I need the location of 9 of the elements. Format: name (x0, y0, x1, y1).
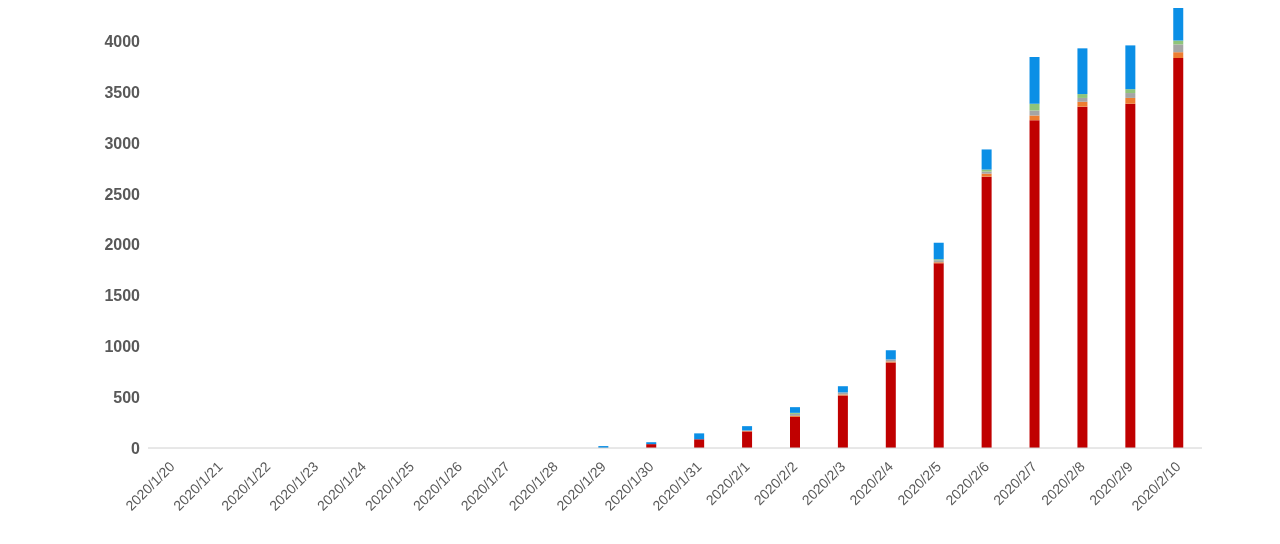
y-tick-label: 3500 (104, 84, 141, 102)
y-tick-label: 2500 (104, 185, 141, 203)
y-tick-label: 2000 (104, 236, 141, 254)
y-tick-label: 1500 (104, 287, 141, 305)
y-tick-label: 4000 (104, 33, 141, 51)
y-tick-label: 0 (131, 439, 141, 457)
y-tick-label: 1000 (104, 338, 141, 356)
y-tick-label: 3000 (104, 134, 141, 152)
y-tick-label: 500 (113, 388, 141, 406)
